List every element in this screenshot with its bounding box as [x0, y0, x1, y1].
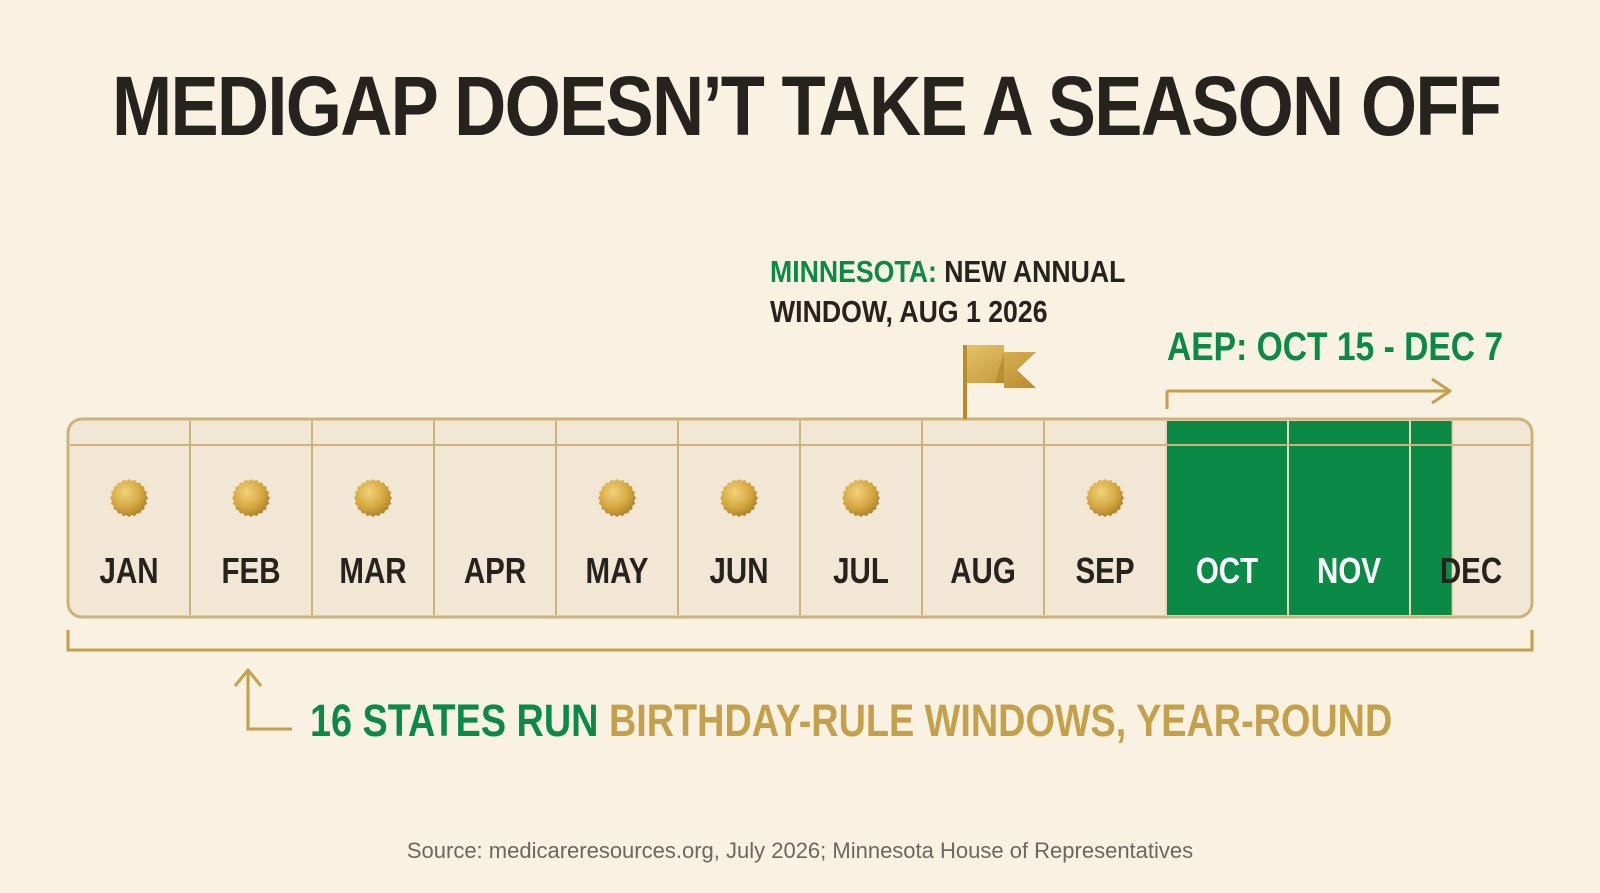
birthday-window-dot-jun	[720, 479, 758, 517]
source-note: Source: medicareresources.org, July 2026…	[406, 838, 1194, 863]
month-label-jul: JUL	[833, 550, 889, 590]
month-label-nov: NOV	[1317, 550, 1381, 590]
aep-arrow-icon	[1165, 377, 1452, 409]
month-label-dec: DEC	[1440, 550, 1502, 590]
month-label-aug: AUG	[950, 550, 1016, 590]
aep-cell-dec-partial	[1410, 421, 1453, 615]
minnesota-line1: NEW ANNUAL	[936, 254, 1126, 289]
month-label-jan: JAN	[99, 550, 158, 590]
year-round-bracket	[66, 630, 1534, 652]
birthday-window-dot-sep	[1086, 479, 1124, 517]
footnote-gold: BIRTHDAY-RULE WINDOWS, YEAR-ROUND	[608, 695, 1393, 746]
month-label-mar: MAR	[339, 550, 406, 590]
birthday-window-dot-may	[598, 479, 636, 517]
page-title: MEDIGAP DOESN’T TAKE A SEASON OFF	[112, 59, 1502, 153]
month-label-jun: JUN	[709, 550, 768, 590]
minnesota-line2: WINDOW, AUG 1 2026	[770, 294, 1048, 329]
month-label-feb: FEB	[221, 550, 280, 590]
footnote: 16 STATES RUN BIRTHDAY-RULE WINDOWS, YEA…	[310, 695, 1392, 747]
month-label-may: MAY	[586, 550, 649, 590]
aep-cell-nov	[1288, 421, 1410, 615]
minnesota-annotation: MINNESOTA: NEW ANNUAL WINDOW, AUG 1 2026	[770, 252, 1125, 332]
aep-cell-oct	[1166, 421, 1288, 615]
minnesota-label: MINNESOTA:	[770, 254, 937, 289]
month-label-oct: OCT	[1196, 550, 1258, 590]
birthday-window-dot-feb	[232, 479, 270, 517]
month-label-apr: APR	[464, 550, 527, 590]
footnote-green: 16 STATES RUN	[310, 695, 609, 746]
pointer-arrow-icon	[233, 668, 292, 731]
birthday-window-dot-jan	[110, 479, 148, 517]
aep-label: AEP: OCT 15 - DEC 7	[1167, 325, 1504, 369]
birthday-window-dot-jul	[842, 479, 880, 517]
month-label-sep: SEP	[1075, 550, 1134, 590]
flag-icon	[963, 345, 1036, 419]
birthday-window-dot-mar	[354, 479, 392, 517]
